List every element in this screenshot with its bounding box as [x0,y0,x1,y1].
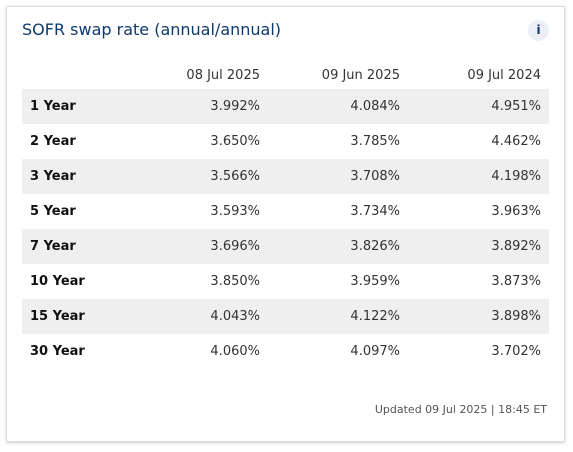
row-term: 15 Year [30,309,85,324]
rate-value: 3.898% [491,309,541,324]
table-row: 10 Year 3.850% 3.959% 3.873% [22,264,549,299]
row-term: 30 Year [30,344,85,359]
rate-value: 3.593% [210,204,260,219]
header-date-3: 09 Jul 2024 [467,67,541,83]
rate-value: 4.060% [210,344,260,359]
rate-value: 3.650% [210,134,260,149]
rate-value: 4.097% [350,344,400,359]
rate-value: 3.708% [350,169,400,184]
info-icon[interactable]: i [528,20,549,41]
header-date-1: 08 Jul 2025 [186,67,260,83]
rate-value: 3.702% [491,344,541,359]
table-row: 30 Year 4.060% 4.097% 3.702% [22,334,549,369]
rate-value: 3.992% [210,99,260,114]
rate-value: 3.963% [491,204,541,219]
rate-value: 3.696% [210,239,260,254]
rate-value: 3.850% [210,274,260,289]
row-term: 7 Year [30,239,76,254]
rate-value: 3.873% [491,274,541,289]
rate-value: 4.951% [491,99,541,114]
row-term: 1 Year [30,99,76,114]
sofr-swap-card: SOFR swap rate (annual/annual) i 08 Jul … [6,6,565,442]
table-row: 5 Year 3.593% 3.734% 3.963% [22,194,549,229]
table-row: 3 Year 3.566% 3.708% 4.198% [22,159,549,194]
swap-rate-table: 08 Jul 2025 09 Jun 2025 09 Jul 2024 1 Ye… [22,61,549,369]
rate-value: 3.959% [350,274,400,289]
card-title: SOFR swap rate (annual/annual) [22,20,282,39]
table-row: 15 Year 4.043% 4.122% 3.898% [22,299,549,334]
rate-value: 4.084% [350,99,400,114]
rate-value: 4.043% [210,309,260,324]
rate-value: 4.462% [491,134,541,149]
table-header: 08 Jul 2025 09 Jun 2025 09 Jul 2024 [22,61,549,89]
rate-value: 3.734% [350,204,400,219]
table-row: 1 Year 3.992% 4.084% 4.951% [22,89,549,124]
updated-timestamp: Updated 09 Jul 2025 | 18:45 ET [374,403,547,416]
rate-value: 3.826% [350,239,400,254]
row-term: 10 Year [30,274,85,289]
header-date-2: 09 Jun 2025 [321,67,400,83]
rate-value: 3.892% [491,239,541,254]
rate-value: 4.122% [350,309,400,324]
rate-value: 3.785% [350,134,400,149]
rate-value: 4.198% [491,169,541,184]
table-row: 7 Year 3.696% 3.826% 3.892% [22,229,549,264]
rate-value: 3.566% [210,169,260,184]
row-term: 3 Year [30,169,76,184]
row-term: 5 Year [30,204,76,219]
row-term: 2 Year [30,134,76,149]
table-row: 2 Year 3.650% 3.785% 4.462% [22,124,549,159]
